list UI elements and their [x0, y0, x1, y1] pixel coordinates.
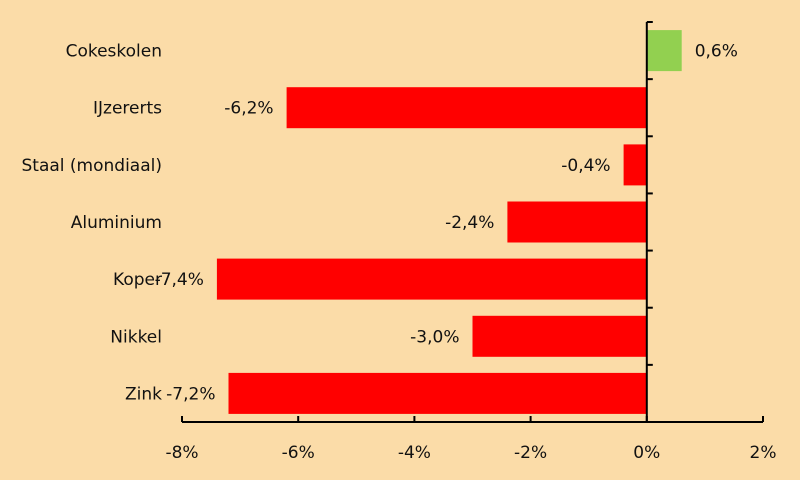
bar-aluminium — [507, 201, 647, 243]
category-label: Zink — [125, 384, 162, 404]
bar-nikkel — [472, 315, 647, 357]
x-tick-label: -8% — [165, 443, 198, 463]
category-label: IJzererts — [93, 99, 162, 119]
bar-ijzererts — [286, 87, 647, 129]
category-label: Aluminium — [71, 213, 162, 233]
axes-layer — [181, 21, 764, 423]
category-label: Staal (mondiaal) — [22, 156, 163, 176]
category-label: Cokeskolen — [66, 42, 162, 62]
bar-koper — [216, 258, 647, 300]
data-label: -7,2% — [166, 384, 215, 404]
data-label: -7,4% — [155, 270, 204, 290]
x-tick-label: -2% — [514, 443, 547, 463]
bar-zink — [228, 372, 647, 414]
data-label: -2,4% — [445, 213, 494, 233]
data-label: -3,0% — [410, 327, 459, 347]
x-tick-label: -6% — [282, 443, 315, 463]
category-label: Nikkel — [110, 327, 162, 347]
data-label: 0,6% — [695, 42, 738, 62]
data-label: -0,4% — [561, 156, 610, 176]
category-label: Koper — [113, 270, 162, 290]
bar-staal-mondiaal — [623, 144, 647, 186]
data-label: -6,2% — [224, 99, 273, 119]
bar-cokeskolen — [646, 30, 682, 72]
x-tick-label: 2% — [750, 443, 777, 463]
x-tick-label: -4% — [398, 443, 431, 463]
labels-layer: Cokeskolen 0,6% IJzererts -6,2% Staal (mondi… — [22, 42, 777, 463]
x-tick-label: 0% — [633, 443, 660, 463]
bars-layer — [216, 30, 682, 414]
